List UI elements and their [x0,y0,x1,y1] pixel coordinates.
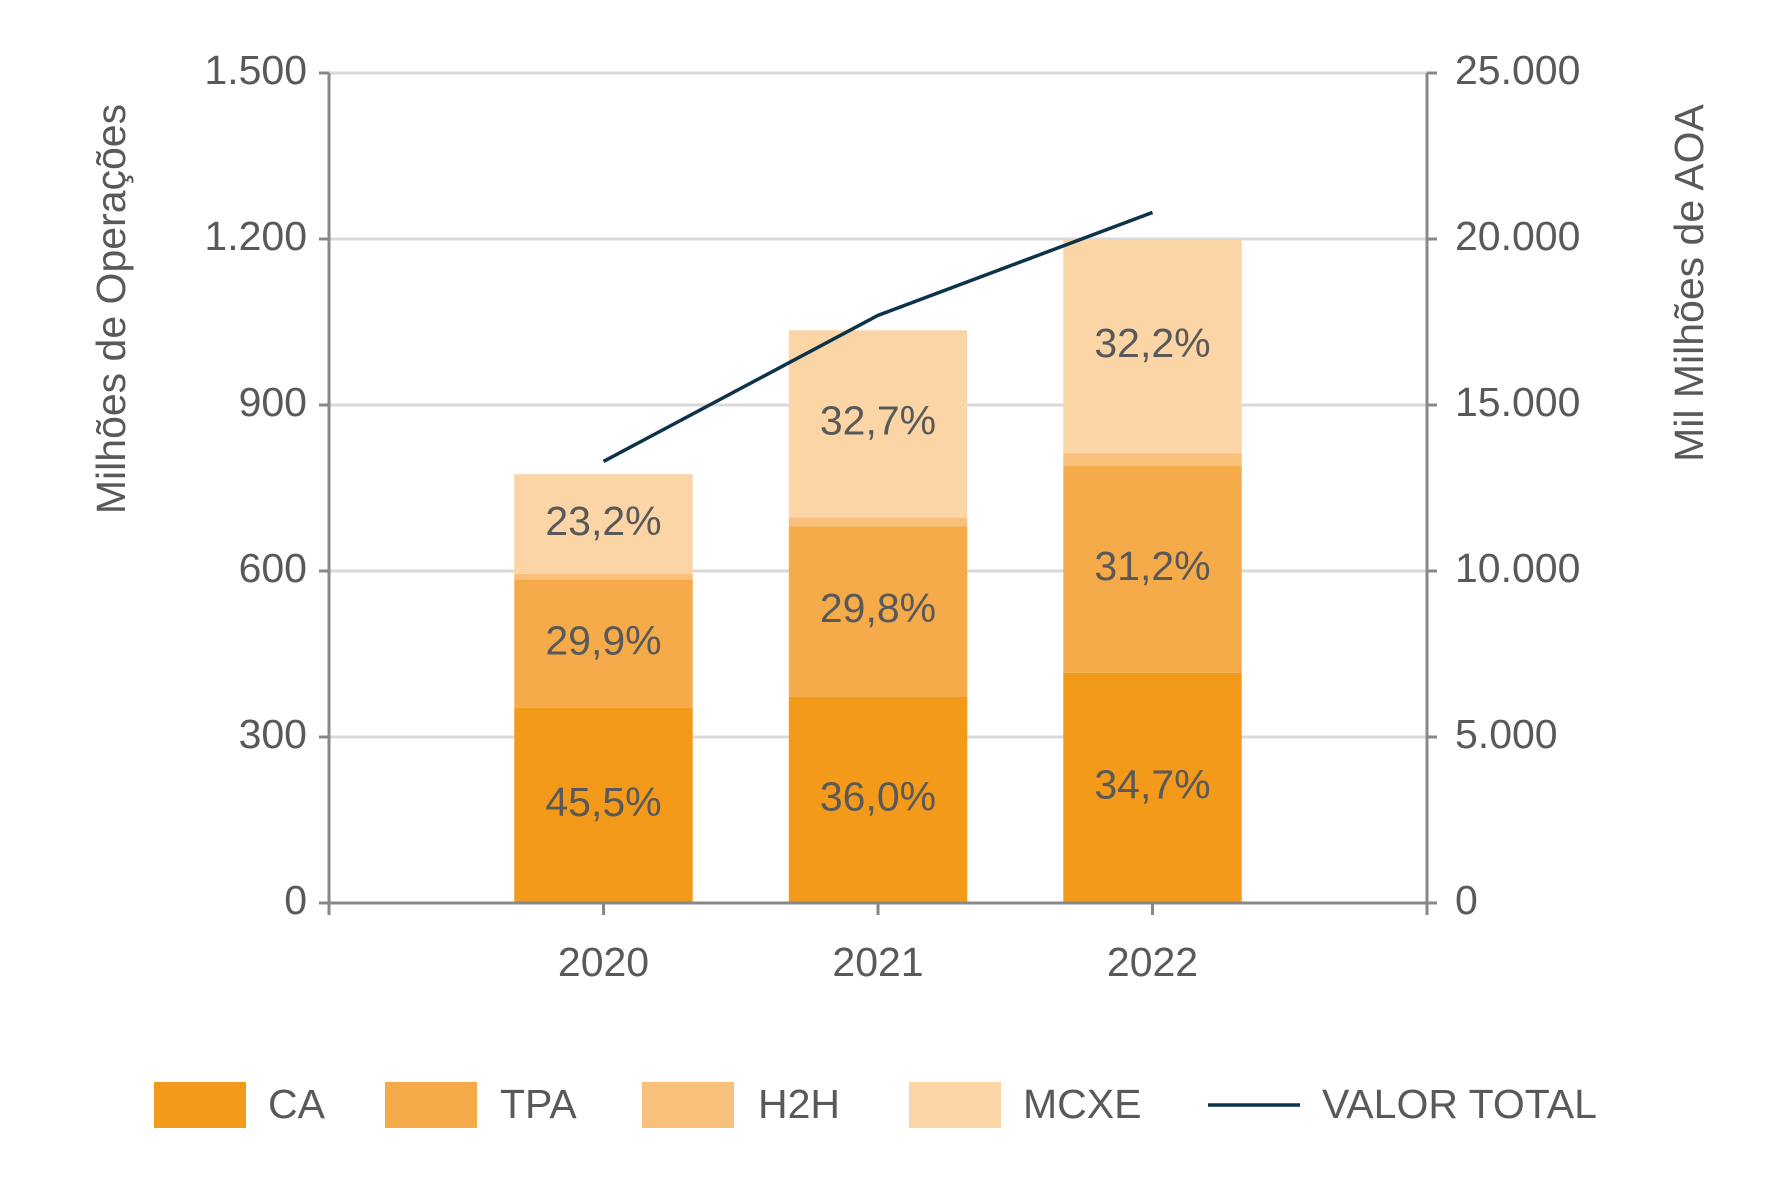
legend-label: MCXE [1023,1081,1141,1127]
y2-tick-label: 5.000 [1455,711,1558,757]
data-label: 36,0% [820,774,936,820]
x-tick-label: 2022 [1107,939,1198,985]
bar-segment [1063,672,1242,903]
y2-tick-label: 25.000 [1455,47,1580,93]
bar-segment [788,330,968,518]
bar-segment [788,696,968,903]
bar-segment [514,474,693,574]
y2-tick-label: 0 [1455,877,1478,923]
bar-segment [1063,239,1242,454]
y2-axis-title: Mil Milhões de AOA [1666,103,1712,461]
legend-label: H2H [758,1081,840,1127]
y2-tick-label: 20.000 [1455,213,1580,259]
bar-segment [1063,453,1242,466]
legend-swatch [909,1082,1001,1128]
y-tick-label: 1.500 [204,47,307,93]
x-tick-label: 2021 [832,939,923,985]
y-tick-label: 900 [239,379,307,425]
legend-swatch [385,1082,477,1128]
line-series [602,210,1154,463]
y-tick-label: 600 [239,545,307,591]
y-axis-title: Milhões de Operações [88,104,134,514]
data-label: 23,2% [545,498,661,544]
y-tick-label: 0 [284,877,307,923]
y2-tick-label: 10.000 [1455,545,1580,591]
y2-tick-label: 15.000 [1455,379,1580,425]
data-label: 45,5% [545,779,661,825]
legend-swatch [642,1082,734,1128]
y-tick-label: 1.200 [204,213,307,259]
data-label: 34,7% [1094,762,1210,808]
bar-segment [514,707,693,903]
legend-label: TPA [500,1081,577,1127]
x-tick-label: 2020 [558,939,649,985]
bar-segment [788,526,968,697]
legend-label: CA [268,1081,326,1127]
legend-label: VALOR TOTAL [1322,1081,1597,1127]
data-label: 32,2% [1094,320,1210,366]
bar-segment [788,517,968,527]
bar-segment [1063,465,1242,673]
bar-segment [514,573,693,580]
bar-segment [514,579,693,708]
legend-swatch [154,1082,246,1128]
data-label: 29,9% [545,617,661,663]
y-tick-label: 300 [239,711,307,757]
data-label: 32,7% [820,398,936,444]
data-label: 31,2% [1094,543,1210,589]
data-label: 29,8% [820,585,936,631]
